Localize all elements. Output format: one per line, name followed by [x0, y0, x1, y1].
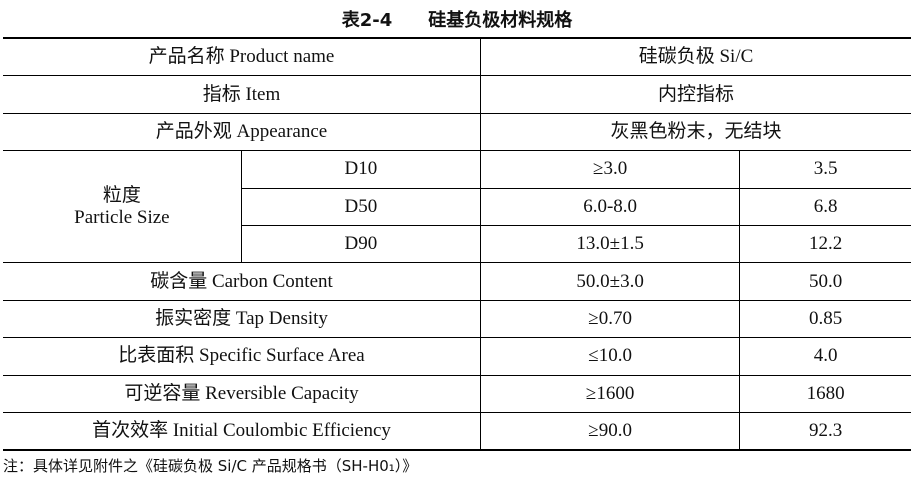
row: 比表面积 Specific Surface Area ≤10.0 4.0 — [3, 337, 911, 376]
cell: 首次效率 Initial Coulombic Efficiency — [3, 411, 481, 451]
cell: 硅碳负极 Si/C — [480, 37, 911, 77]
cell: 粒度 Particle Size — [3, 150, 242, 264]
row: 碳含量 Carbon Content 50.0±3.0 50.0 — [3, 262, 911, 301]
row: 振实密度 Tap Density ≥0.70 0.85 — [3, 299, 911, 339]
table-caption: 硅基负极材料规格 — [428, 10, 573, 31]
cell: 92.3 — [739, 411, 911, 451]
cell: 1680 — [739, 374, 911, 413]
cell: 产品外观 Appearance — [3, 112, 481, 152]
cell-line: Particle Size — [74, 206, 170, 228]
cell: 12.2 — [739, 224, 911, 264]
cell: 3.5 — [739, 150, 911, 189]
row: D50 6.0-8.0 6.8 — [3, 187, 911, 226]
cell: 50.0±3.0 — [479, 262, 741, 301]
row: 产品名称 Product name 硅碳负极 Si/C — [3, 37, 911, 77]
footnote: 注：具体详见附件之《硅碳负极 Si/C 产品规格书（SH-H0₁）》 — [3, 457, 418, 475]
cell: ≥3.0 — [479, 150, 741, 189]
row: 产品外观 Appearance 灰黑色粉末，无结块 — [3, 112, 911, 152]
cell: ≥1600 — [479, 374, 741, 413]
cell: ≤10.0 — [479, 337, 741, 376]
cell: 比表面积 Specific Surface Area — [3, 337, 481, 376]
table-title: 表2-4 硅基负极材料规格 — [0, 6, 914, 32]
cell: 碳含量 Carbon Content — [3, 262, 481, 301]
row: 可逆容量 Reversible Capacity ≥1600 1680 — [3, 374, 911, 413]
cell: ≥0.70 — [479, 299, 741, 339]
row: 粒度 Particle Size D10 ≥3.0 3.5 — [3, 150, 911, 264]
cell: D50 — [241, 187, 482, 226]
spec-table: 产品名称 Product name 硅碳负极 Si/C 指标 Item 内控指标 产… — [3, 37, 911, 452]
cell: 6.0-8.0 — [479, 187, 741, 226]
cell: 50.0 — [739, 262, 911, 301]
cell: 0.85 — [739, 299, 911, 339]
cell-line: 粒度 — [102, 184, 141, 206]
cell: 指标 Item — [3, 75, 481, 114]
row: 首次效率 Initial Coulombic Efficiency ≥90.0 92… — [3, 411, 911, 451]
cell: 灰黑色粉末，无结块 — [480, 112, 911, 152]
cell: 振实密度 Tap Density — [3, 299, 481, 339]
cell: 6.8 — [739, 187, 911, 226]
cell: 13.0±1.5 — [479, 224, 741, 264]
row: 指标 Item 内控指标 — [3, 75, 911, 114]
cell: 4.0 — [739, 337, 911, 376]
row: D90 13.0±1.5 12.2 — [3, 224, 911, 264]
table-number: 表2-4 — [341, 10, 393, 31]
cell: 产品名称 Product name — [3, 37, 481, 77]
cell: 内控指标 — [480, 75, 911, 114]
cell: 可逆容量 Reversible Capacity — [3, 374, 481, 413]
cell: ≥90.0 — [479, 411, 741, 451]
cell: D10 — [240, 150, 482, 189]
cell: D90 — [241, 224, 482, 264]
